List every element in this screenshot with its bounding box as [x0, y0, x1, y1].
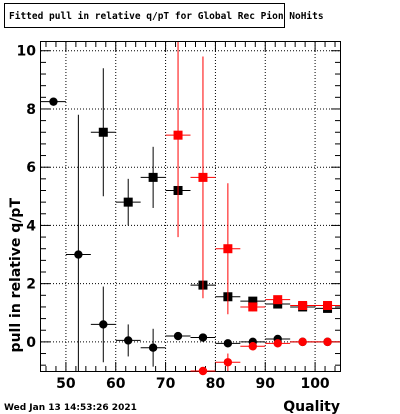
timestamp: Wed Jan 13 14:53:26 2021	[4, 403, 137, 413]
data-point-square	[323, 300, 333, 310]
x-tick-label: 100	[300, 376, 329, 392]
data-point-circle	[223, 339, 233, 348]
data-point-square	[98, 127, 108, 137]
data-point-square	[248, 302, 258, 312]
data-point-circle	[273, 339, 282, 348]
data-point-circle	[223, 358, 233, 367]
data-point-square	[273, 295, 283, 305]
x-tick-label: 80	[206, 376, 226, 392]
data-point-square	[198, 172, 208, 182]
chart-title: Fitted pull in relative q/pT for Global …	[9, 11, 324, 22]
series-3	[190, 337, 340, 376]
y-tick-label: 0	[26, 335, 36, 351]
x-tick-label: 50	[56, 376, 76, 392]
x-tick-label: 90	[256, 376, 276, 392]
data-point-circle	[248, 342, 257, 351]
data-point-circle	[198, 366, 208, 376]
data-point-square	[298, 300, 308, 310]
y-tick-labels: 0 2 4 6 8 10	[17, 44, 37, 351]
y-tick-label: 2	[26, 277, 36, 293]
y-tick-label: 4	[26, 218, 36, 234]
data-point-square	[248, 296, 258, 306]
data-point-circle	[173, 331, 183, 341]
data-point-circle	[298, 337, 307, 347]
data-point-circle	[124, 336, 133, 345]
data-point-circle	[74, 250, 83, 259]
x-tick-labels: 50 60 70 80 90 100	[56, 376, 330, 392]
data-point-square	[223, 244, 233, 254]
data-series	[41, 42, 340, 376]
y-tick-label: 10	[17, 44, 37, 60]
x-tick-label: 70	[156, 376, 176, 392]
x-tick-label: 60	[106, 376, 126, 392]
series-2	[165, 42, 340, 315]
y-tick-label: 6	[26, 160, 36, 176]
x-axis-label: Quality	[283, 399, 340, 414]
data-point-circle	[49, 97, 58, 106]
data-point-circle	[99, 320, 108, 329]
chart-title-box	[4, 3, 285, 28]
data-point-circle	[323, 337, 332, 347]
data-point-square	[148, 172, 158, 182]
data-point-circle	[148, 343, 158, 352]
data-point-square	[123, 197, 133, 207]
y-axis-label: pull in relative q/pT	[8, 198, 24, 353]
data-point-square	[173, 130, 183, 140]
plot-frame	[40, 41, 341, 372]
axis-ticks	[41, 42, 340, 371]
data-point-circle	[198, 333, 208, 342]
y-tick-label: 8	[26, 102, 36, 118]
